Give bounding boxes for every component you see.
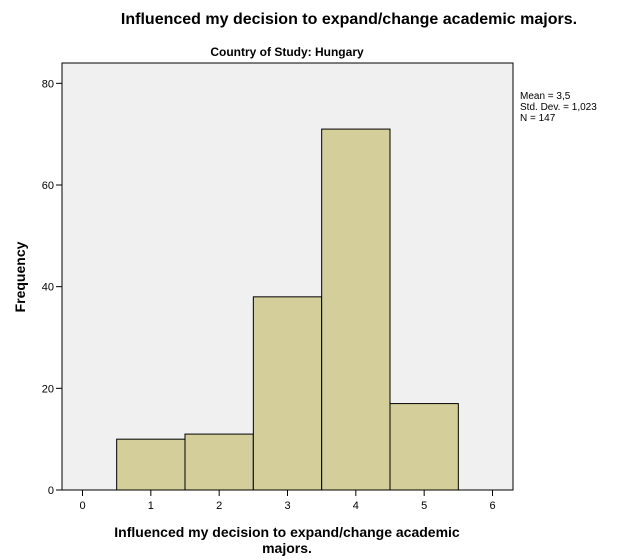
y-tick-label-0: 0 [48,485,54,497]
bar-bin-4 [321,128,391,491]
chart-subtitle: Country of Study: Hungary [210,45,364,59]
x-tick-label-2: 2 [216,500,222,512]
x-tick-label-6: 6 [489,500,495,512]
y-tick-label-20: 20 [42,383,54,395]
bar-bin-5 [389,403,459,491]
x-tick-label-4: 4 [353,500,359,512]
x-tick-label-0: 0 [79,500,85,512]
y-tick-label-60: 60 [42,180,54,192]
x-axis: 0 1 2 3 4 5 6 [79,490,496,512]
bars-group [116,128,459,491]
bar-bin-1 [116,438,186,491]
x-axis-label-line-2: majors. [262,540,312,556]
stat-std-dev: Std. Dev. = 1,023 [520,102,597,113]
y-tick-label-40: 40 [42,282,54,294]
y-tick-label-80: 80 [42,78,54,90]
chart-title: Influenced my decision to expand/change … [121,11,577,28]
y-axis: 0 20 40 60 80 [42,78,62,497]
y-axis-label: Frequency [12,241,28,312]
bar-bin-3 [252,296,323,491]
stat-n: N = 147 [520,113,556,124]
x-tick-label-1: 1 [148,500,154,512]
bar-bin-2 [184,433,254,491]
x-axis-label-line-1: Influenced my decision to expand/change … [114,524,460,540]
stat-mean: Mean = 3,5 [520,91,571,102]
x-tick-label-3: 3 [284,500,290,512]
x-tick-label-5: 5 [421,500,427,512]
